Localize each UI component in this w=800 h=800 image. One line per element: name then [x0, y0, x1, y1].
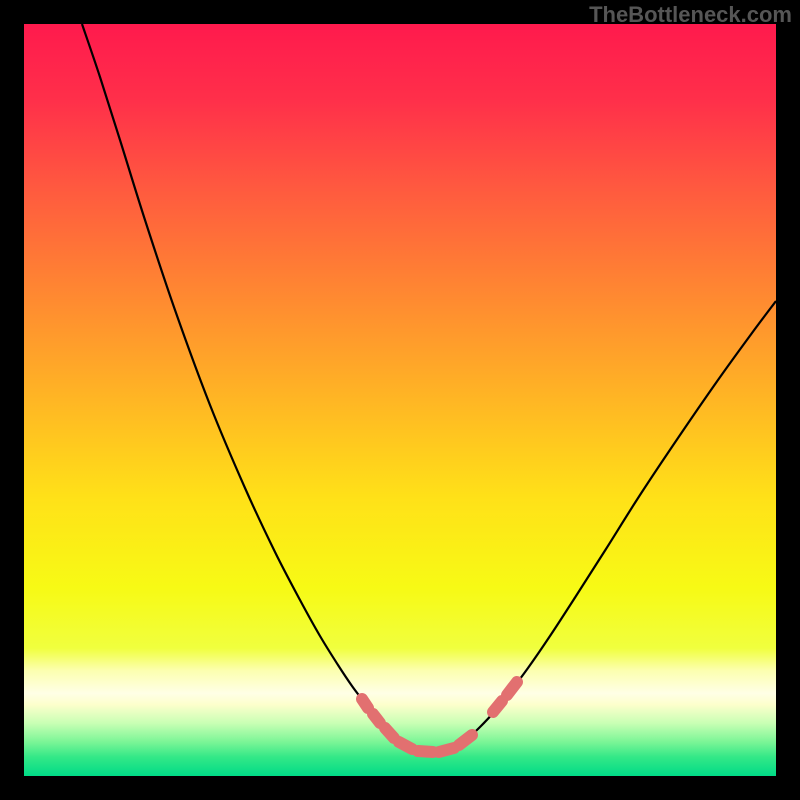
highlight-marker	[362, 699, 368, 708]
highlight-marker	[459, 735, 472, 745]
plot-svg	[0, 0, 800, 800]
highlight-marker	[507, 682, 517, 695]
highlight-marker	[373, 714, 380, 723]
chart-frame: TheBottleneck.com	[0, 0, 800, 800]
highlight-marker	[493, 701, 502, 712]
gradient-background	[24, 24, 776, 776]
plot-area	[24, 24, 776, 776]
highlight-marker	[399, 742, 412, 749]
watermark-text: TheBottleneck.com	[589, 2, 792, 28]
highlight-marker	[439, 748, 454, 752]
highlight-marker	[418, 751, 433, 752]
highlight-marker	[385, 728, 394, 738]
